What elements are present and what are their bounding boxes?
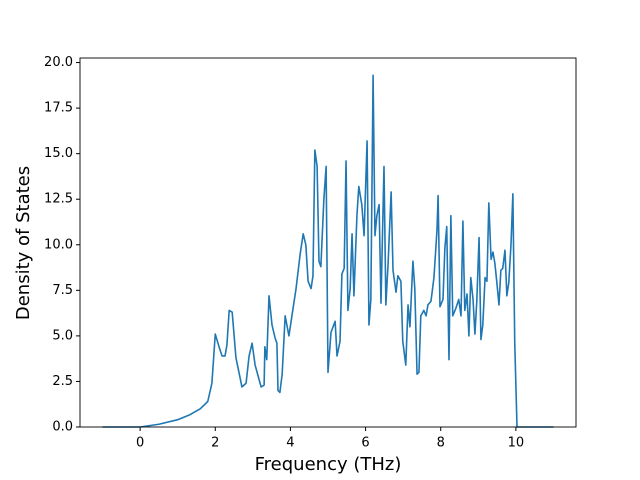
plot-frame [79, 57, 577, 428]
x-axis-label: Frequency (THz) [255, 454, 402, 475]
x-tick-label: 0 [136, 436, 144, 451]
x-tick-label: 2 [211, 436, 219, 451]
y-tick-label: 20.0 [44, 55, 73, 70]
y-axis-label: Density of States [13, 166, 34, 320]
y-tick-label: 17.5 [44, 101, 73, 116]
y-tick-label: 12.5 [44, 192, 73, 207]
x-tick-label: 8 [437, 436, 445, 451]
x-tick-label: 10 [508, 436, 525, 451]
y-tick-label: 10.0 [44, 237, 73, 252]
dos-line [102, 74, 554, 428]
y-tick-label: 5.0 [52, 328, 73, 343]
y-tick-label: 2.5 [52, 374, 73, 389]
x-tick-label: 4 [286, 436, 294, 451]
y-tick-label: 15.0 [44, 146, 73, 161]
y-tick-label: 0.0 [52, 420, 73, 435]
x-tick-label: 6 [361, 436, 369, 451]
y-tick-label: 7.5 [52, 283, 73, 298]
